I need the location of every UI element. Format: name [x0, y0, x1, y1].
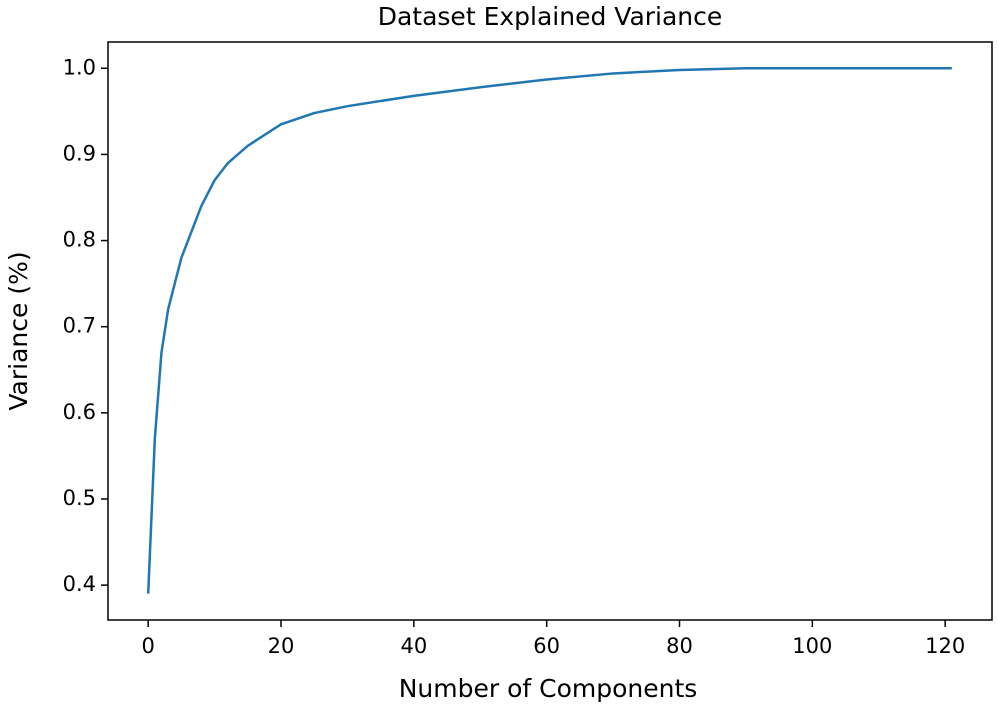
y-tick-label: 1.0: [63, 55, 96, 79]
x-tick-label: 40: [400, 634, 427, 658]
x-tick-label: 60: [533, 634, 560, 658]
x-tick-label: 120: [925, 634, 965, 658]
y-tick-label: 0.4: [63, 572, 96, 596]
x-tick-label: 80: [666, 634, 693, 658]
y-tick-label: 0.6: [63, 400, 96, 424]
x-tick-label: 20: [268, 634, 295, 658]
y-tick-label: 0.8: [63, 228, 96, 252]
y-tick-label: 0.7: [63, 314, 96, 338]
y-axis-label: Variance (%): [4, 251, 33, 410]
x-tick-label: 0: [141, 634, 154, 658]
chart-title: Dataset Explained Variance: [378, 2, 723, 31]
x-axis-label: Number of Components: [399, 674, 698, 703]
y-tick-label: 0.5: [63, 486, 96, 510]
y-tick-label: 0.9: [63, 141, 96, 165]
plot-frame: [107, 41, 993, 621]
x-tick-label: 100: [792, 634, 832, 658]
data-line: [146, 67, 952, 594]
